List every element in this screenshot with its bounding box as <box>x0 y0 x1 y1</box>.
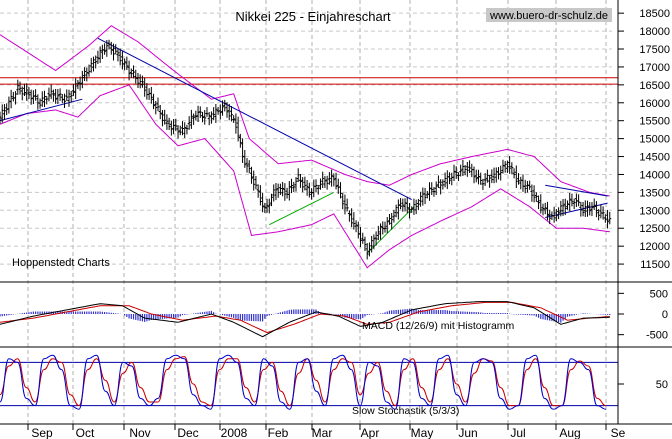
month-label: Nov <box>129 426 150 439</box>
price-tick-label: 15500 <box>639 116 670 128</box>
macd-tick-label: -500 <box>646 330 668 342</box>
month-label: Sep <box>31 426 53 439</box>
watermark-bg <box>486 8 612 22</box>
month-label: Jul <box>510 426 525 439</box>
month-label: Jun <box>458 426 477 439</box>
price-tick-label: 17000 <box>639 62 670 74</box>
trendline <box>545 202 608 218</box>
macd-tick-label: 0 <box>662 309 668 321</box>
month-label: Dec <box>177 426 198 439</box>
month-label: Aug <box>559 426 580 439</box>
price-panel <box>0 25 618 269</box>
stochastic-panel <box>0 354 618 410</box>
bollinger-lower <box>0 84 610 269</box>
price-tick-label: 16500 <box>639 80 670 92</box>
trendline <box>97 37 412 201</box>
month-label: Mar <box>312 426 333 439</box>
month-label: May <box>411 426 434 439</box>
macd-line <box>0 301 610 338</box>
month-label: 2008 <box>221 426 248 439</box>
chart-title: Nikkei 225 - Einjahreschart <box>235 9 391 24</box>
trendline <box>366 206 415 254</box>
trendline <box>545 184 608 197</box>
month-label: Apr <box>361 426 380 439</box>
trendline <box>269 191 335 226</box>
watermark-text: www.buero-dr-schulz.de <box>489 10 608 22</box>
bollinger-upper <box>0 25 610 197</box>
macd-tick-label: 500 <box>650 288 668 300</box>
price-tick-label: 16000 <box>639 98 670 110</box>
macd-signal-line <box>0 301 610 334</box>
month-label: Oct <box>76 426 95 439</box>
price-tick-label: 14500 <box>639 152 670 164</box>
price-tick-label: 18500 <box>639 8 670 20</box>
macd-panel <box>0 301 611 338</box>
stoch-tick-label: 50 <box>656 379 668 391</box>
price-tick-label: 11500 <box>640 259 670 271</box>
price-tick-label: 15000 <box>639 134 670 146</box>
month-label: Se <box>611 426 626 439</box>
stoch-k-line <box>0 354 607 410</box>
month-label: Feb <box>268 426 289 439</box>
credit-label: Hoppenstedt Charts <box>12 257 110 269</box>
price-tick-label: 13500 <box>639 187 670 199</box>
price-tick-label: 14000 <box>639 169 670 181</box>
price-tick-label: 13000 <box>639 205 670 217</box>
price-tick-label: 12500 <box>639 223 670 235</box>
stoch-label: Slow Stochastik (5/3/3) <box>352 405 459 417</box>
price-tick-label: 18000 <box>639 26 670 38</box>
macd-label: MACD (12/26/9) mit Histogramm <box>362 320 515 332</box>
price-tick-label: 12000 <box>639 241 670 253</box>
price-tick-label: 17500 <box>639 44 670 56</box>
